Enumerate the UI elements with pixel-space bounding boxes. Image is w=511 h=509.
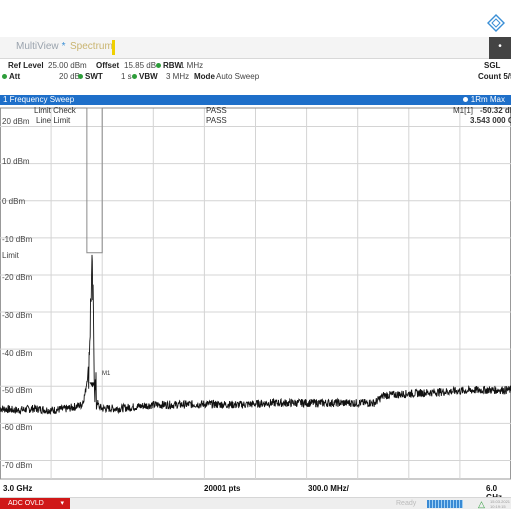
date-time: 15.03.2021 10:19:15 bbox=[490, 499, 511, 509]
sweep-points: 20001 pts bbox=[204, 484, 241, 493]
y-label-minus50: -50 dBm bbox=[2, 386, 33, 395]
ready-status: Ready bbox=[396, 500, 417, 507]
sweep-count: Count 5/5 bbox=[478, 72, 511, 81]
mode-value[interactable]: Auto Sweep bbox=[216, 72, 260, 81]
rbw-label: RBW bbox=[156, 61, 182, 70]
offset-label: Offset bbox=[96, 61, 120, 70]
limit-line-label: Limit bbox=[2, 251, 19, 260]
dropdown-arrow-icon: ▾ bbox=[60, 500, 64, 507]
sweep-progress-bar bbox=[427, 500, 463, 508]
ref-level-label: Ref Level bbox=[8, 61, 44, 70]
spectrum-diagram[interactable]: Limit Check PASS Line Limit PASS M1[1] -… bbox=[0, 105, 511, 483]
y-label-minus70: -70 dBm bbox=[2, 461, 33, 470]
limit-check-result: PASS bbox=[206, 106, 227, 115]
y-label-minus60: -60 dBm bbox=[2, 423, 33, 432]
mode-label: Mode bbox=[194, 72, 215, 81]
rbw-value[interactable]: 1 MHz bbox=[180, 61, 204, 70]
span-per-division: 300.0 MHz/ bbox=[308, 484, 349, 493]
vbw-label: VBW bbox=[132, 72, 158, 81]
y-label-minus10: -10 dBm bbox=[2, 235, 33, 244]
ref-level-value[interactable]: 25.00 dBm bbox=[48, 61, 87, 70]
tab-multiview[interactable]: MultiView * bbox=[16, 41, 66, 52]
line-limit-label: Line Limit bbox=[36, 116, 71, 125]
trace-indicator-icon bbox=[462, 97, 468, 102]
trace-mode: 1Rm Max bbox=[462, 95, 505, 104]
offset-value[interactable]: 15.85 dB bbox=[124, 61, 157, 70]
y-label-minus20: -20 dBm bbox=[2, 273, 33, 282]
marker-m1-icon bbox=[89, 382, 96, 388]
frequency-sweep-header[interactable]: 1 Frequency Sweep 1Rm Max bbox=[0, 95, 511, 105]
sgl-indicator: SGL bbox=[484, 61, 501, 70]
marker-level: -50.32 dBm bbox=[480, 106, 511, 115]
adc-overload-indicator[interactable]: ADC OVLD ▾ bbox=[0, 498, 70, 509]
marker-flag: M1 bbox=[102, 371, 111, 377]
rohde-schwarz-logo-icon bbox=[487, 14, 505, 32]
tab-bar: MultiView * Spectrum • bbox=[0, 37, 511, 59]
marker-frequency: 3.543 000 GHz bbox=[470, 116, 511, 125]
spectrum-trace bbox=[0, 254, 511, 415]
status-bar: ADC OVLD ▾ Ready △ 15.03.2021 10:19:15 bbox=[0, 497, 511, 509]
tab-spectrum[interactable]: Spectrum bbox=[70, 41, 113, 52]
vbw-value[interactable]: 3 MHz bbox=[166, 72, 190, 81]
y-label-minus30: -30 dBm bbox=[2, 311, 33, 320]
marker-label: M1[1] bbox=[453, 106, 474, 115]
y-label-20: 20 dBm bbox=[2, 117, 30, 126]
spectrum-tab-indicator bbox=[112, 40, 115, 55]
spectrum-plot[interactable] bbox=[0, 105, 511, 483]
att-value[interactable]: 20 dB bbox=[59, 72, 80, 81]
limit-line bbox=[0, 107, 511, 254]
swt-value[interactable]: 1 s bbox=[121, 72, 132, 81]
y-label-10: 10 dBm bbox=[2, 157, 30, 166]
att-label: Att bbox=[2, 72, 20, 81]
frequency-axis-footer: 3.0 GHz 20001 pts 300.0 MHz/ 6.0 GHz bbox=[0, 483, 511, 502]
measurement-parameters: Ref Level 25.00 dBm Offset 15.85 dB RBW … bbox=[0, 59, 511, 93]
network-status-icon: △ bbox=[478, 499, 485, 509]
window-title: 1 Frequency Sweep bbox=[3, 95, 75, 104]
limit-check-label: Limit Check bbox=[34, 106, 76, 115]
menu-toggle-button[interactable]: • bbox=[489, 37, 511, 59]
swt-label: SWT bbox=[78, 72, 103, 81]
y-label-0: 0 dBm bbox=[2, 197, 26, 206]
y-label-minus40: -40 dBm bbox=[2, 349, 33, 358]
start-frequency: 3.0 GHz bbox=[3, 484, 33, 493]
line-limit-result: PASS bbox=[206, 116, 227, 125]
